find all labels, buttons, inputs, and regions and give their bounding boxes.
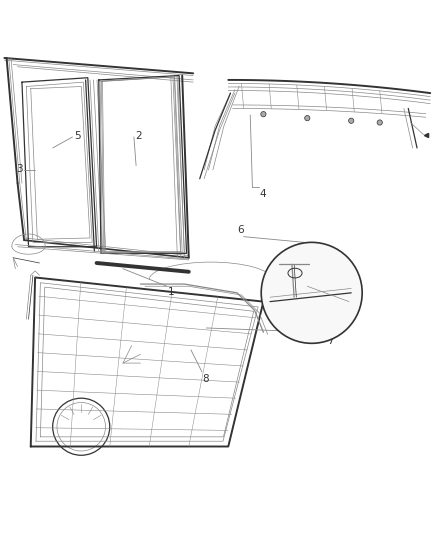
Text: 1: 1: [167, 287, 174, 297]
Circle shape: [261, 243, 361, 343]
Circle shape: [348, 118, 353, 123]
Text: 2: 2: [135, 131, 141, 141]
Text: 6: 6: [237, 225, 243, 235]
Text: 8: 8: [201, 374, 208, 384]
Text: 5: 5: [74, 131, 80, 141]
Text: 4: 4: [259, 189, 266, 199]
Circle shape: [260, 111, 265, 117]
Text: 7: 7: [326, 336, 333, 346]
Circle shape: [304, 116, 309, 121]
Circle shape: [376, 120, 381, 125]
Text: 3: 3: [16, 164, 23, 174]
